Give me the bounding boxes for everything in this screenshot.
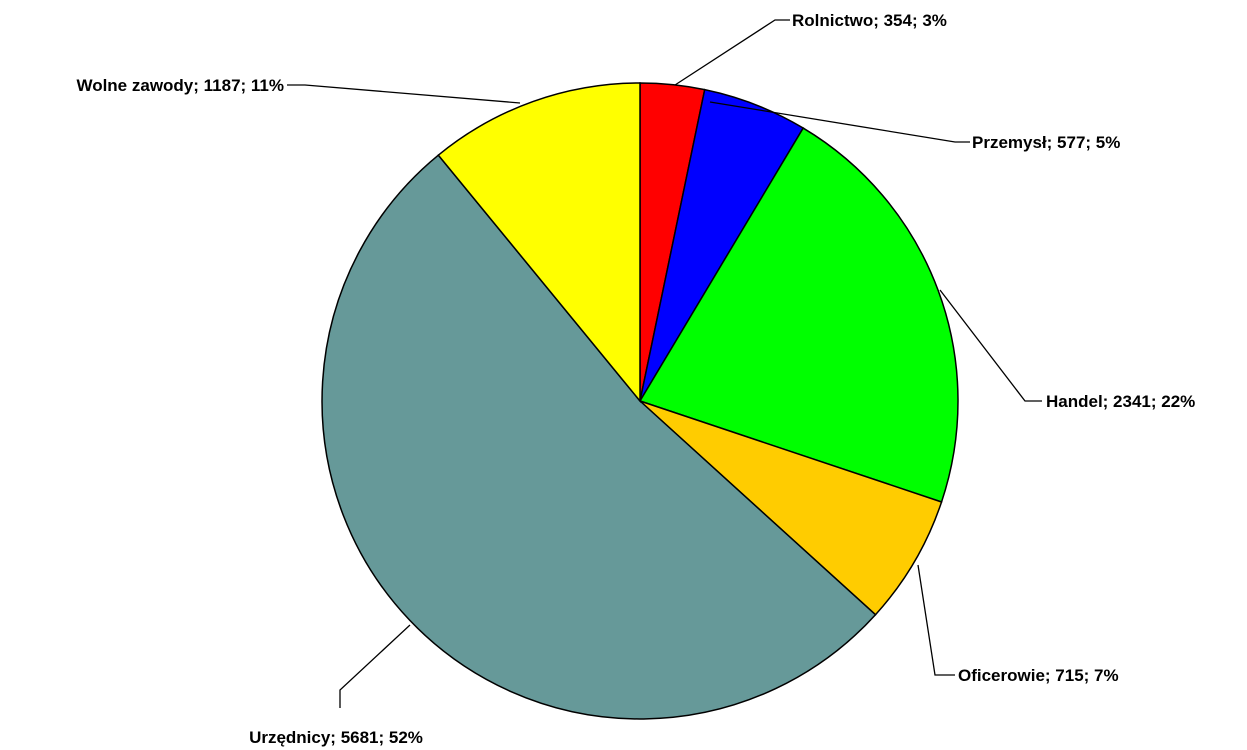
leader-lines bbox=[287, 19, 1042, 708]
pie-slice-wolne-zawody bbox=[437, 82, 641, 404]
data-label-przemysl: Przemysł; 577; 5% bbox=[972, 133, 1120, 152]
pie-slice-urzednicy bbox=[321, 154, 877, 720]
data-label-wolne-zawody: Wolne zawody; 1187; 11% bbox=[76, 76, 284, 95]
data-labels: Rolnictwo; 354; 3% Przemysł; 577; 5% Han… bbox=[76, 11, 1195, 747]
leader-line-rolnictwo bbox=[674, 19, 790, 86]
pie-slice-oficerowie bbox=[639, 400, 943, 616]
leader-line-wolne-zawody bbox=[287, 84, 521, 104]
leader-line-handel bbox=[939, 289, 1042, 402]
pie-slice-handel bbox=[638, 127, 959, 503]
leader-line-oficerowie bbox=[917, 564, 955, 676]
data-label-handel: Handel; 2341; 22% bbox=[1046, 392, 1195, 411]
data-label-urzednicy: Urzędnicy; 5681; 52% bbox=[249, 728, 423, 747]
pie-slices bbox=[321, 82, 959, 720]
leader-line-urzednicy bbox=[339, 624, 411, 708]
leader-line-przemysl bbox=[709, 101, 970, 143]
data-label-oficerowie: Oficerowie; 715; 7% bbox=[958, 666, 1119, 685]
data-label-rolnictwo: Rolnictwo; 354; 3% bbox=[792, 11, 947, 30]
